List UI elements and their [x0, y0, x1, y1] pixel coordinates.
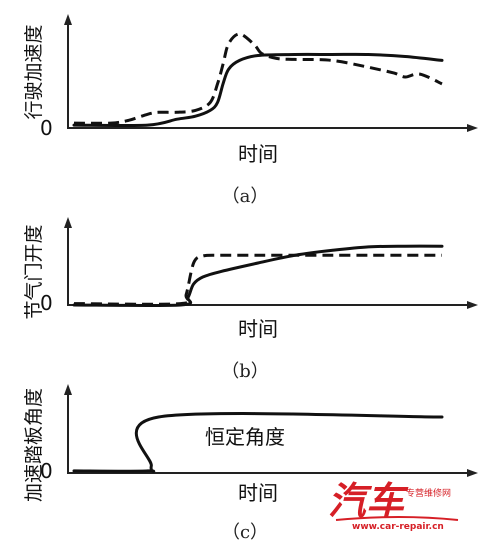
watermark-subtitle: 专营维修网	[406, 487, 451, 499]
panel-a-xlabel: 时间	[238, 142, 278, 166]
panel-b-ylabel: 节气门开度	[23, 224, 45, 319]
watermark-url: www.car-repair.cn	[352, 522, 444, 532]
panel-a-series	[72, 32, 444, 127]
panel-b-axes	[67, 225, 473, 306]
panel-b-series	[72, 244, 444, 308]
panel-c-axes	[67, 392, 473, 474]
panel-c-y-origin: 0	[40, 459, 53, 483]
panel-a-x-arrow	[467, 124, 478, 132]
watermark-swoosh	[335, 516, 459, 521]
panel-b-y-origin: 0	[40, 291, 53, 315]
panel-b-xlabel: 时间	[238, 317, 278, 341]
panel-c-series	[72, 412, 444, 473]
panel-c-ylabel: 加速踏板角度	[23, 388, 45, 502]
panel-c: 0 加速踏板角度 时间 （c） 恒定角度	[23, 384, 478, 543]
panel-c-caption: （c）	[222, 522, 268, 543]
watermark-logo: 汽车 专营维修网 www.car-repair.cn	[328, 479, 459, 532]
panel-c-x-arrow	[467, 469, 478, 477]
panel-a-ylabel: 行驶加速度	[23, 24, 45, 119]
panel-c-annotation: 恒定角度	[205, 425, 285, 449]
panel-a-y-origin: 0	[40, 116, 53, 140]
panel-a-solid-line	[72, 52, 444, 127]
panel-a: 0 行驶加速度 时间 （a）	[23, 14, 478, 207]
panel-a-caption: （a）	[222, 186, 269, 207]
panel-b-y-arrow	[64, 217, 72, 228]
panel-b-solid-line	[72, 244, 444, 308]
panel-b-caption: （b）	[221, 361, 269, 382]
panel-b-x-arrow	[467, 301, 478, 309]
panel-c-xlabel: 时间	[238, 481, 278, 505]
panel-a-axes	[67, 22, 473, 129]
watermark-title: 汽车	[328, 479, 409, 523]
panel-c-y-arrow	[64, 384, 72, 395]
panel-a-y-arrow	[64, 14, 72, 25]
panel-b: 0 节气门开度 时间 （b）	[23, 217, 478, 382]
panel-c-solid-line	[72, 412, 444, 473]
panel-a-dashed-line	[73, 32, 443, 125]
